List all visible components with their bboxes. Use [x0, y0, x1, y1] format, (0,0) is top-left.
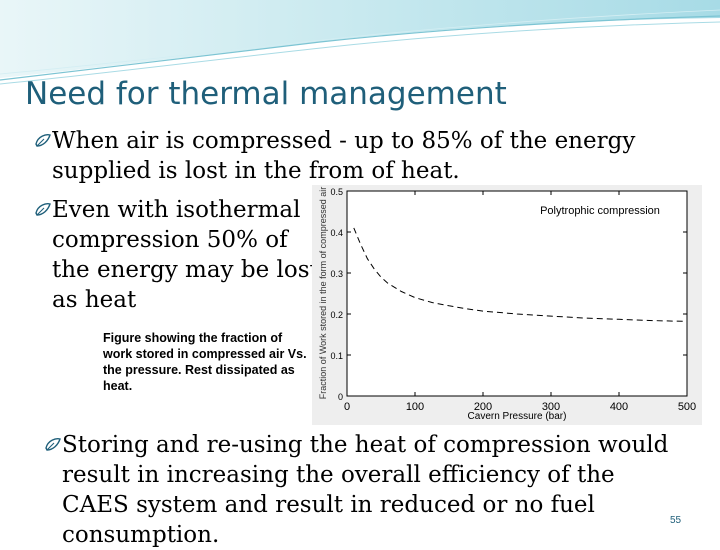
- bullet-item: Even with isothermal compression 50% of …: [35, 195, 322, 315]
- y-tick-label: 0: [338, 392, 343, 402]
- bullet-text: Storing and re-using the heat of compres…: [62, 432, 669, 548]
- y-tick-label: 0.2: [330, 310, 343, 320]
- bullet-text: Even with isothermal compression 50% of …: [52, 197, 319, 313]
- series-line: [353, 227, 688, 322]
- bullet-item: When air is compressed - up to 85% of th…: [35, 126, 652, 186]
- bullet-text: When air is compressed - up to 85% of th…: [52, 128, 636, 184]
- leaf-bullet-icon: [44, 436, 62, 454]
- y-tick-label: 0.3: [330, 269, 343, 279]
- y-tick-label: 0.4: [330, 228, 343, 238]
- leaf-bullet-icon: [34, 132, 52, 150]
- x-tick-label: 200: [474, 401, 492, 413]
- chart-annotation: Polytrophic compression: [540, 205, 660, 217]
- y-tick-label: 0.5: [330, 187, 343, 197]
- plot-area: [346, 190, 688, 397]
- x-axis-label: Cavern Pressure (bar): [468, 411, 567, 422]
- pressure-work-chart: 0 100 200 300 400 500 0 0.1 0.2 0.3 0.4 0.5 Polytro…: [312, 185, 702, 425]
- bullet-item: Storing and re-using the heat of compres…: [45, 430, 682, 550]
- x-tick-label: 0: [344, 401, 350, 413]
- x-tick-label: 300: [542, 401, 560, 413]
- y-axis-label: Fraction of Work stored in the form of c…: [318, 187, 328, 399]
- x-tick-label: 400: [610, 401, 628, 413]
- figure-caption: Figure showing the fraction of work stor…: [103, 331, 307, 393]
- slide-title: Need for thermal management: [25, 76, 507, 112]
- leaf-bullet-icon: [34, 201, 52, 219]
- slide-number: 55: [670, 515, 682, 526]
- y-tick-label: 0.1: [330, 351, 343, 361]
- header-decoration: [0, 0, 720, 85]
- x-tick-label: 100: [406, 401, 424, 413]
- x-tick-label: 500: [678, 401, 696, 413]
